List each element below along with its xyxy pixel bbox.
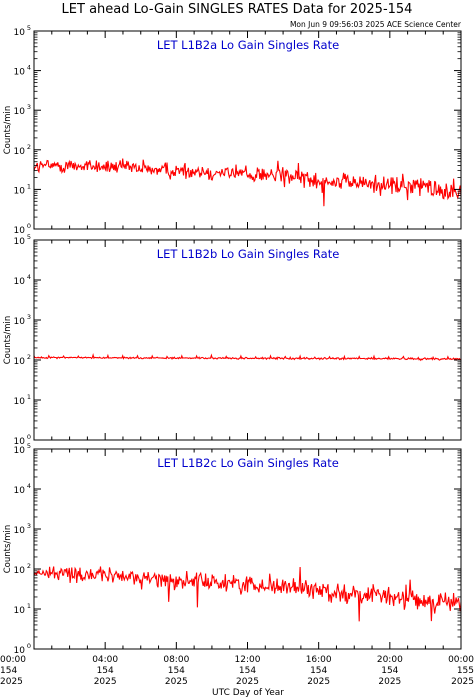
x-tick-label: 154 — [239, 666, 256, 676]
y-tick-label: 10 — [14, 526, 26, 536]
x-tick-label: 00:00 — [448, 655, 474, 665]
x-tick-label: 12:00 — [235, 655, 261, 665]
y-tick-exponent: 1 — [27, 182, 31, 190]
y-tick-exponent: 1 — [27, 602, 31, 610]
x-tick-label: 154 — [310, 666, 327, 676]
y-tick-label: 10 — [14, 28, 26, 38]
x-axis-labels: 00:00154202504:00154202508:00154202512:0… — [0, 655, 474, 687]
y-axis-label: Counts/min — [3, 525, 13, 574]
panel-title: LET L1B2b Lo Gain Singles Rate — [157, 247, 340, 261]
y-tick-exponent: 2 — [27, 143, 31, 151]
y-tick-label: 10 — [14, 606, 26, 616]
y-tick-label: 10 — [14, 147, 26, 157]
x-tick-label: 2025 — [0, 677, 23, 687]
y-tick-exponent: 0 — [27, 642, 31, 650]
x-tick-label: 2025 — [94, 677, 117, 687]
y-tick-label: 10 — [14, 446, 26, 456]
y-tick-exponent: 2 — [27, 353, 31, 361]
x-tick-label: 04:00 — [92, 655, 118, 665]
y-tick-exponent: 2 — [27, 562, 31, 570]
y-tick-label: 10 — [14, 186, 26, 196]
x-tick-label: 154 — [97, 666, 114, 676]
y-tick-label: 10 — [14, 357, 26, 367]
plot-frame — [33, 30, 462, 230]
plot-frame — [33, 239, 462, 441]
x-tick-label: 00:00 — [0, 655, 26, 665]
y-tick-exponent: 0 — [27, 222, 31, 230]
x-tick-label: 154 — [0, 666, 17, 676]
y-tick-exponent: 4 — [27, 482, 31, 490]
y-tick-exponent: 4 — [27, 64, 31, 72]
y-tick-exponent: 5 — [27, 442, 31, 450]
x-tick-label: 154 — [168, 666, 185, 676]
x-axis-label: UTC Day of Year — [212, 688, 284, 698]
y-tick-label: 10 — [14, 437, 26, 447]
x-tick-label: 2025 — [451, 677, 474, 687]
y-tick-exponent: 4 — [27, 273, 31, 281]
figure-title: LET ahead Lo-Gain SINGLES RATES Data for… — [62, 2, 413, 17]
plot-frame — [33, 448, 462, 650]
x-tick-label: 155 — [457, 666, 474, 676]
x-tick-label: 2025 — [236, 677, 259, 687]
x-tick-label: 08:00 — [163, 655, 189, 665]
x-tick-label: 2025 — [378, 677, 401, 687]
timestamp: Mon Jun 9 09:56:03 2025 ACE Science Cent… — [290, 20, 462, 29]
y-tick-label: 10 — [14, 486, 26, 496]
y-tick-label: 10 — [14, 277, 26, 287]
panel-title: LET L1B2c Lo Gain Singles Rate — [157, 456, 339, 470]
y-tick-label: 10 — [14, 397, 26, 407]
panel-title: LET L1B2a Lo Gain Singles Rate — [157, 38, 339, 52]
x-tick-label: 154 — [381, 666, 398, 676]
y-tick-label: 10 — [14, 317, 26, 327]
x-tick-label: 2025 — [165, 677, 188, 687]
y-tick-label: 10 — [14, 646, 26, 656]
series-line — [33, 352, 462, 362]
x-tick-label: 20:00 — [377, 655, 403, 665]
y-tick-exponent: 3 — [27, 103, 31, 111]
y-tick-exponent: 3 — [27, 522, 31, 530]
y-tick-exponent: 1 — [27, 393, 31, 401]
y-axis-label: Counts/min — [3, 316, 13, 365]
series-line — [33, 566, 462, 622]
y-tick-label: 10 — [14, 107, 26, 117]
y-tick-exponent: 0 — [27, 433, 31, 441]
y-tick-label: 10 — [14, 237, 26, 247]
y-tick-exponent: 3 — [27, 313, 31, 321]
y-tick-exponent: 5 — [27, 233, 31, 241]
x-tick-label: 2025 — [307, 677, 330, 687]
y-tick-label: 10 — [14, 226, 26, 236]
y-tick-exponent: 5 — [27, 24, 31, 32]
y-tick-label: 10 — [14, 68, 26, 78]
y-axis-label: Counts/min — [3, 106, 13, 155]
series-line — [33, 158, 462, 207]
x-tick-label: 16:00 — [306, 655, 332, 665]
y-tick-label: 10 — [14, 566, 26, 576]
